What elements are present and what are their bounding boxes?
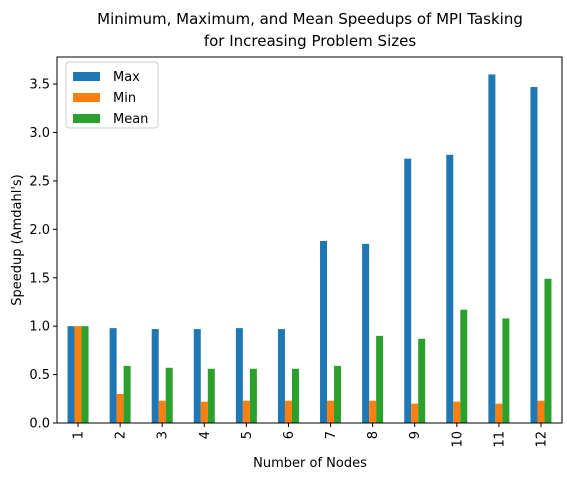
bar-mean-2 xyxy=(123,365,131,423)
y-tick-label: 1.5 xyxy=(29,271,50,286)
bar-min-5 xyxy=(242,400,250,423)
x-tick-label: 5 xyxy=(240,431,255,439)
y-axis-ticks: 0.0 0.5 1.0 1.5 2.0 2.5 3.0 3.5 xyxy=(29,78,57,432)
bar-max-10 xyxy=(446,154,454,424)
bar-min-2 xyxy=(116,393,124,423)
x-tick-label: 7 xyxy=(324,431,339,439)
bar-mean-7 xyxy=(334,365,342,423)
bar-max-11 xyxy=(488,74,496,423)
legend-swatch-min xyxy=(73,93,100,102)
bar-mean-10 xyxy=(460,309,468,423)
bar-min-4 xyxy=(200,401,208,423)
y-tick-label: 3.5 xyxy=(29,78,50,93)
x-tick-label: 8 xyxy=(366,431,381,439)
bar-mean-8 xyxy=(376,335,384,423)
bar-max-1 xyxy=(67,326,75,423)
bar-max-3 xyxy=(151,329,159,423)
bars-group xyxy=(67,74,552,424)
plot-frame xyxy=(56,56,563,424)
bar-max-5 xyxy=(235,328,243,423)
y-tick-label: 2.0 xyxy=(29,223,50,238)
y-tick-label: 1.0 xyxy=(29,320,50,335)
bar-max-2 xyxy=(109,328,117,423)
bar-max-9 xyxy=(404,158,412,423)
bar-min-8 xyxy=(369,400,377,423)
bar-min-7 xyxy=(327,400,335,423)
bar-max-6 xyxy=(277,329,285,423)
x-tick-label: 6 xyxy=(282,431,297,439)
legend: Max Min Mean xyxy=(65,61,159,129)
y-tick-label: 2.5 xyxy=(29,174,50,189)
bar-mean-1 xyxy=(81,326,89,423)
x-tick-label: 3 xyxy=(156,431,171,439)
bar-mean-11 xyxy=(502,318,510,423)
y-tick-label: 0.5 xyxy=(29,368,50,383)
legend-label-mean: Mean xyxy=(113,112,148,127)
x-tick-label: 12 xyxy=(534,431,549,448)
x-axis-ticks: 1 2 3 4 5 6 7 8 9 10 11 12 xyxy=(72,423,549,448)
x-tick-label: 11 xyxy=(492,431,507,448)
legend-swatch-mean xyxy=(73,114,100,123)
legend-swatch-max xyxy=(73,72,100,81)
bar-min-12 xyxy=(537,400,545,423)
chart-title-line-2: for Increasing Problem Sizes xyxy=(204,32,416,50)
x-tick-label: 2 xyxy=(114,431,129,439)
bar-max-4 xyxy=(193,329,201,423)
bar-min-3 xyxy=(158,400,166,423)
bar-mean-6 xyxy=(291,368,299,423)
y-tick-label: 0.0 xyxy=(29,417,50,432)
y-axis-label: Speedup (Amdahl's) xyxy=(10,174,25,306)
x-axis-label: Number of Nodes xyxy=(253,456,367,471)
bar-max-8 xyxy=(362,243,370,423)
x-tick-label: 10 xyxy=(450,431,465,448)
bar-mean-12 xyxy=(544,278,552,423)
bar-min-9 xyxy=(411,403,419,423)
bar-mean-9 xyxy=(418,338,426,423)
legend-label-max: Max xyxy=(113,70,140,85)
bar-min-10 xyxy=(453,401,461,423)
bar-mean-4 xyxy=(207,368,215,423)
bar-max-7 xyxy=(320,240,328,423)
x-tick-label: 4 xyxy=(198,431,213,439)
chart-title-line-1: Minimum, Maximum, and Mean Speedups of M… xyxy=(97,10,523,28)
bar-mean-5 xyxy=(249,368,257,423)
x-tick-label: 9 xyxy=(408,431,423,439)
y-tick-label: 3.0 xyxy=(29,126,50,141)
bar-mean-3 xyxy=(165,367,173,423)
bar-min-6 xyxy=(284,400,292,423)
bar-min-11 xyxy=(495,403,503,423)
x-tick-label: 1 xyxy=(72,431,87,439)
bar-max-12 xyxy=(530,87,538,424)
legend-label-min: Min xyxy=(113,91,136,106)
bar-min-1 xyxy=(74,326,82,423)
